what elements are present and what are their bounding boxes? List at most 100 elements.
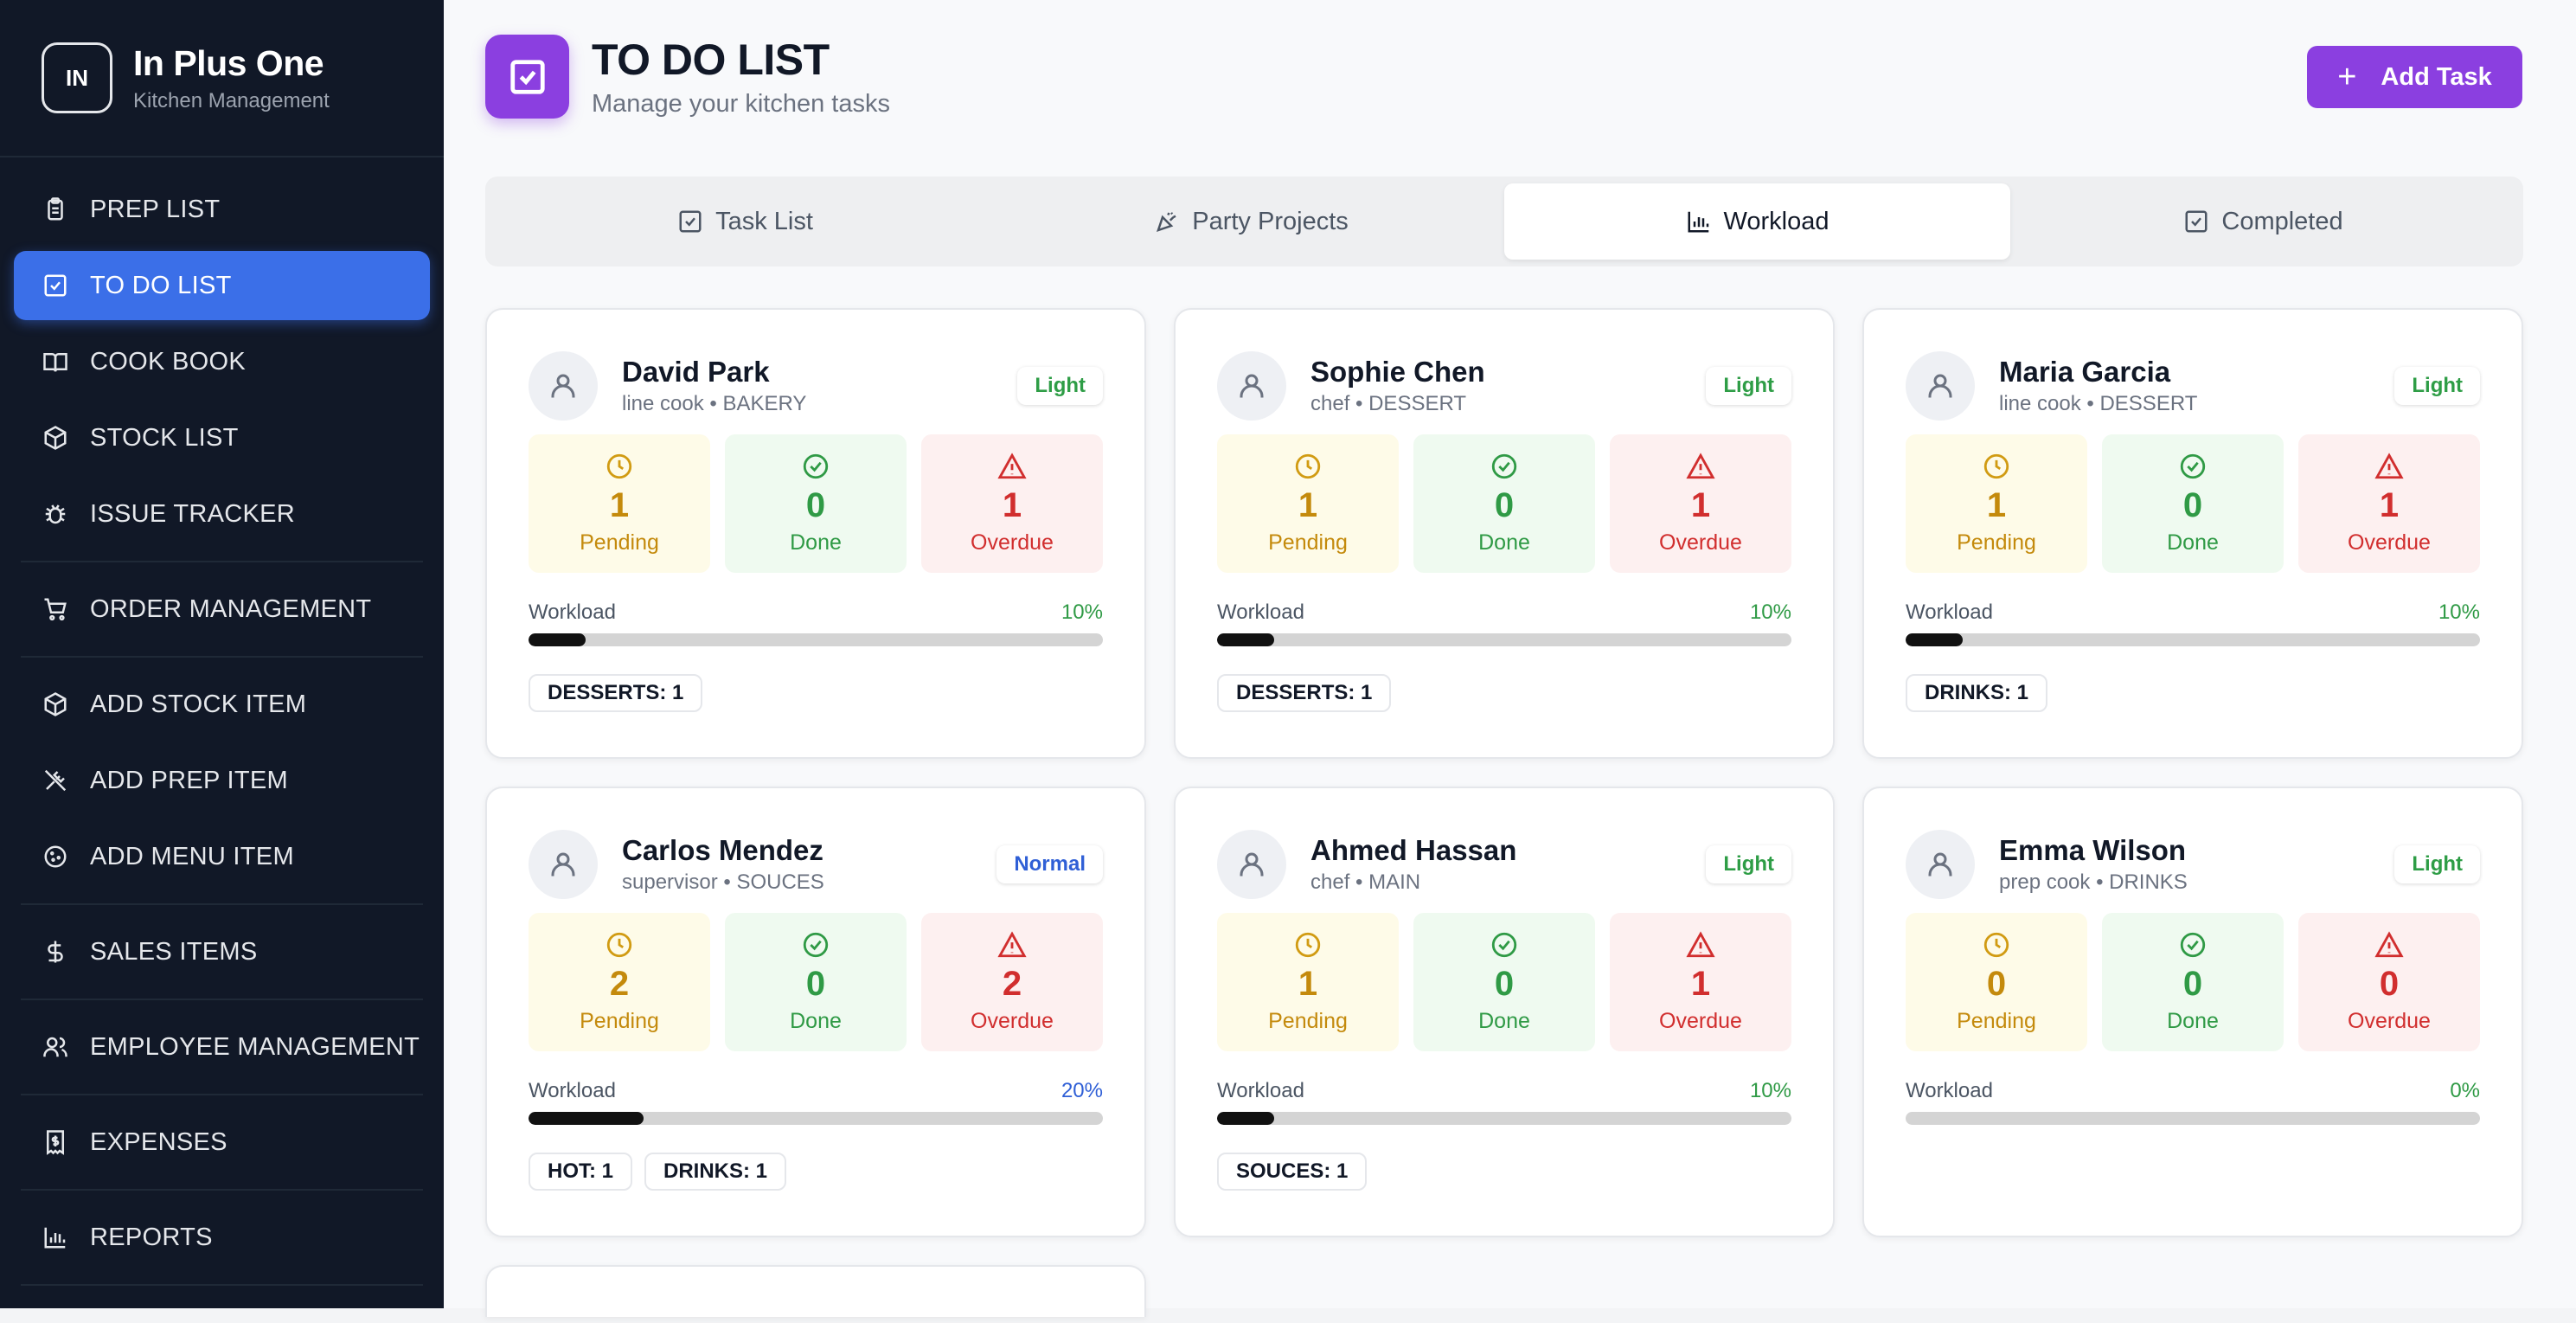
sidebar-item-order-management[interactable]: ORDER MANAGEMENT bbox=[14, 575, 430, 644]
sidebar-item-add-menu-item[interactable]: ADD MENU ITEM bbox=[14, 822, 430, 891]
workload-bar bbox=[529, 1112, 1103, 1125]
workload-bar bbox=[529, 633, 1103, 646]
tab-completed[interactable]: Completed bbox=[2010, 183, 2516, 260]
tab-task-list[interactable]: Task List bbox=[492, 183, 998, 260]
pending-label: Pending bbox=[1268, 530, 1348, 555]
workload-label: Workload bbox=[1217, 600, 1304, 624]
check-circle-icon bbox=[801, 930, 830, 960]
sidebar-item-label: ADD STOCK ITEM bbox=[90, 690, 307, 718]
workload-bar-fill bbox=[529, 633, 586, 646]
warning-icon bbox=[2374, 930, 2404, 960]
pending-count: 1 bbox=[1298, 486, 1318, 524]
sidebar-item-add-prep-item[interactable]: ADD PREP ITEM bbox=[14, 746, 430, 815]
done-stat: 0 Done bbox=[725, 913, 907, 1051]
sidebar-item-label: ORDER MANAGEMENT bbox=[90, 594, 372, 623]
sidebar-item-add-stock-item[interactable]: ADD STOCK ITEM bbox=[14, 670, 430, 739]
load-badge: Light bbox=[1706, 367, 1791, 405]
pending-label: Pending bbox=[580, 530, 659, 555]
category-tags: HOT: 1 DRINKS: 1 bbox=[529, 1153, 1103, 1191]
sidebar-item-expenses[interactable]: EXPENSES bbox=[14, 1108, 430, 1177]
clock-icon bbox=[1293, 930, 1323, 960]
sidebar-item-stock-list[interactable]: STOCK LIST bbox=[14, 403, 430, 472]
employee-card[interactable]: Carlos Mendez supervisor • SOUCES Normal 2 P… bbox=[485, 787, 1146, 1237]
overdue-count: 1 bbox=[1690, 486, 1711, 524]
sidebar-item-employee-management[interactable]: EMPLOYEE MANAGEMENT bbox=[14, 1012, 430, 1082]
done-stat: 0 Done bbox=[1413, 434, 1595, 573]
workload-percent: 10% bbox=[1749, 600, 1791, 624]
brand[interactable]: IN In Plus One Kitchen Management bbox=[0, 0, 444, 157]
done-label: Done bbox=[2167, 1009, 2219, 1033]
employee-card[interactable]: David Park line cook • BAKERY Light 1 Pendin… bbox=[485, 308, 1146, 759]
brand-title: In Plus One bbox=[133, 42, 324, 83]
employee-name: Ahmed Hassan bbox=[1310, 834, 1517, 866]
sidebar-item-label: TO DO LIST bbox=[90, 271, 232, 299]
bug-icon bbox=[42, 500, 69, 528]
tab-workload[interactable]: Workload bbox=[1504, 183, 2010, 260]
overdue-count: 2 bbox=[1002, 965, 1022, 1003]
done-stat: 0 Done bbox=[2102, 913, 2284, 1051]
users-icon bbox=[42, 1033, 69, 1061]
sidebar-item-prep-list[interactable]: PREP LIST bbox=[14, 175, 430, 244]
employee-card[interactable] bbox=[485, 1265, 1146, 1317]
overdue-count: 1 bbox=[2379, 486, 2400, 524]
done-count: 0 bbox=[2182, 965, 2203, 1003]
clipboard-icon bbox=[42, 196, 69, 223]
sidebar-item-label: ADD PREP ITEM bbox=[90, 766, 288, 794]
overdue-stat: 2 Overdue bbox=[921, 913, 1103, 1051]
clock-icon bbox=[605, 452, 634, 481]
pending-label: Pending bbox=[1957, 530, 2036, 555]
sidebar-item-to-do-list[interactable]: TO DO LIST bbox=[14, 251, 430, 320]
tab-party-projects[interactable]: Party Projects bbox=[998, 183, 1504, 260]
clock-icon bbox=[1293, 452, 1323, 481]
sidebar-item-sales-items[interactable]: SALES ITEMS bbox=[14, 917, 430, 986]
workload-bar bbox=[1906, 633, 2480, 646]
cart-icon bbox=[42, 595, 69, 623]
employee-card[interactable]: Emma Wilson prep cook • DRINKS Light 0 Pendi… bbox=[1862, 787, 2523, 1237]
workload-percent: 20% bbox=[1061, 1079, 1103, 1102]
pending-stat: 0 Pending bbox=[1906, 913, 2087, 1051]
sidebar-divider bbox=[21, 999, 423, 1000]
user-avatar-icon bbox=[1217, 830, 1286, 899]
workload-percent: 10% bbox=[2438, 600, 2480, 624]
check-circle-icon bbox=[1490, 930, 1519, 960]
warning-icon bbox=[1686, 930, 1715, 960]
tab-label: Task List bbox=[715, 207, 813, 235]
sidebar-item-catering[interactable]: CATERING bbox=[14, 1298, 430, 1308]
warning-icon bbox=[997, 452, 1027, 481]
workload-bar bbox=[1217, 633, 1791, 646]
employee-role: line cook • DESSERT bbox=[1999, 392, 2198, 415]
employee-role: chef • MAIN bbox=[1310, 870, 1421, 894]
employee-card[interactable]: Ahmed Hassan chef • MAIN Light 1 Pending 0 Don… bbox=[1174, 787, 1835, 1237]
pending-label: Pending bbox=[1268, 1009, 1348, 1033]
add-task-label: Add Task bbox=[2381, 62, 2492, 91]
overdue-stat: 0 Overdue bbox=[2298, 913, 2480, 1051]
sidebar-item-issue-tracker[interactable]: ISSUE TRACKER bbox=[14, 479, 430, 549]
bar-chart-icon bbox=[42, 1223, 69, 1251]
view-tabs: Task List Party Projects Workload Completed bbox=[485, 177, 2523, 267]
receipt-icon bbox=[42, 1128, 69, 1156]
sidebar-item-cook-book[interactable]: COOK BOOK bbox=[14, 327, 430, 396]
overdue-label: Overdue bbox=[2348, 1009, 2431, 1033]
sidebar-item-label: SALES ITEMS bbox=[90, 937, 258, 966]
sidebar-item-reports[interactable]: REPORTS bbox=[14, 1203, 430, 1272]
add-task-button[interactable]: + Add Task bbox=[2307, 46, 2522, 108]
employee-name: Sophie Chen bbox=[1310, 356, 1485, 388]
done-stat: 0 Done bbox=[2102, 434, 2284, 573]
employee-card[interactable]: Sophie Chen chef • DESSERT Light 1 Pending 0 D… bbox=[1174, 308, 1835, 759]
sidebar-divider bbox=[21, 656, 423, 658]
overdue-label: Overdue bbox=[1659, 530, 1742, 555]
main-content: TO DO LIST Manage your kitchen tasks + A… bbox=[444, 0, 2576, 1317]
employee-role: chef • DESSERT bbox=[1310, 392, 1467, 415]
tab-label: Workload bbox=[1723, 207, 1829, 235]
category-tags: DESSERTS: 1 bbox=[1217, 674, 1791, 712]
employee-card[interactable]: Maria Garcia line cook • DESSERT Light 1 Pen… bbox=[1862, 308, 2523, 759]
sidebar-item-label: EMPLOYEE MANAGEMENT bbox=[90, 1032, 420, 1061]
warning-icon bbox=[2374, 452, 2404, 481]
sidebar-divider bbox=[21, 1094, 423, 1095]
workload-bar bbox=[1217, 1112, 1791, 1125]
employee-role: line cook • BAKERY bbox=[622, 392, 807, 415]
dollar-icon bbox=[42, 938, 69, 966]
done-count: 0 bbox=[805, 965, 826, 1003]
done-stat: 0 Done bbox=[1413, 913, 1595, 1051]
page-header: TO DO LIST Manage your kitchen tasks bbox=[485, 35, 890, 119]
